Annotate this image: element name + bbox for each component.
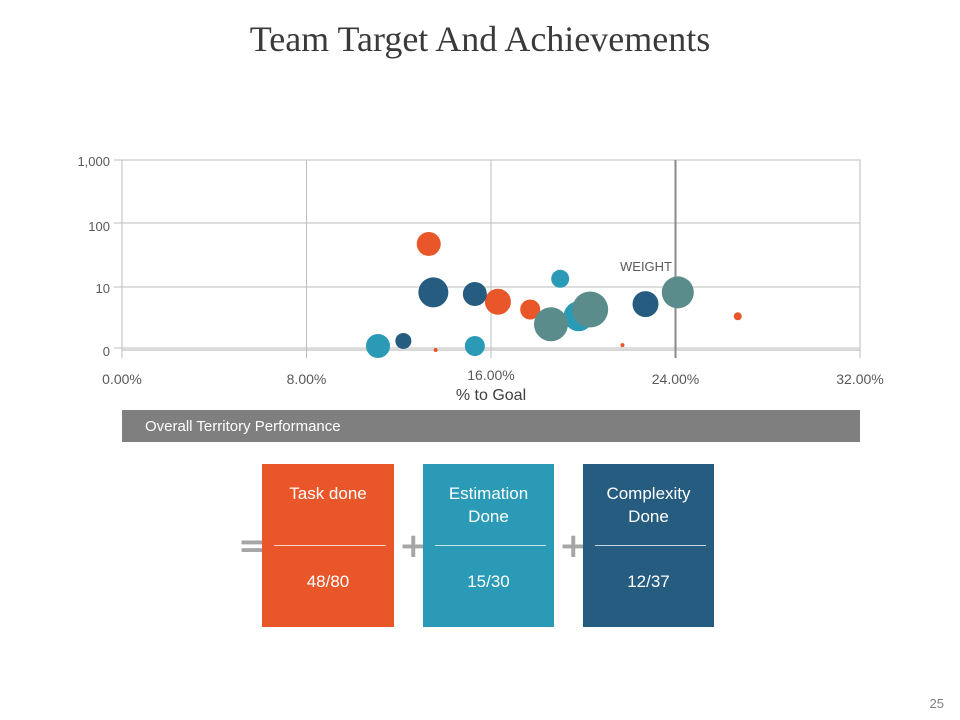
x-tick-label: 0.00%: [102, 371, 142, 387]
x-tick-label: 24.00%: [652, 371, 699, 387]
slide-title: Team Target And Achievements: [249, 19, 711, 59]
card-value: 48/80: [306, 572, 350, 591]
bubble-point: [533, 307, 568, 342]
y-tick-label: 1,000: [77, 154, 110, 169]
bubble-point: [433, 348, 438, 352]
card-divider: [435, 545, 546, 546]
bubble-point: [520, 299, 541, 320]
bubble-point: [620, 343, 625, 348]
card-label: Estimation Done: [448, 484, 529, 526]
card-divider: [274, 545, 386, 546]
bubble-point: [733, 312, 742, 321]
bubble-point: [395, 332, 412, 349]
card-divider: [595, 545, 706, 546]
x-tick-label: 16.00%: [467, 367, 514, 383]
bubble-point: [661, 276, 694, 309]
bubble-point: [632, 291, 659, 318]
card-label: Task done: [289, 484, 367, 503]
card-value: 12/37: [627, 572, 670, 591]
card-value: 15/30: [467, 572, 510, 591]
y-tick-label: 100: [88, 219, 110, 234]
x-tick-label: 32.00%: [836, 371, 883, 387]
card-label: Complexity Done: [606, 484, 691, 526]
bubble-point: [365, 334, 390, 358]
card-complexity-done: Complexity Done 12/37: [583, 464, 714, 627]
bubble-point: [462, 282, 487, 307]
bubble-point: [551, 269, 570, 288]
bubble-point: [464, 336, 485, 356]
banner-label: Overall Territory Performance: [145, 418, 341, 435]
plus-sign-2: +: [559, 526, 588, 566]
bubble-point: [572, 291, 609, 328]
bubble-point: [418, 277, 449, 308]
chart-annotation: WEIGHT: [620, 259, 672, 274]
equals-sign: =: [238, 526, 267, 566]
bubble-point: [416, 231, 441, 256]
x-tick-label: 8.00%: [287, 371, 327, 387]
x-axis-title: % to Goal: [456, 387, 526, 404]
card-estimation-done: Estimation Done 15/30: [423, 464, 554, 627]
y-tick-label: 10: [96, 281, 110, 296]
bubble-point: [484, 288, 511, 315]
performance-banner: Overall Territory Performance: [122, 410, 860, 442]
plus-sign-1: +: [399, 526, 428, 566]
y-tick-label: 0: [103, 344, 110, 359]
card-task-done: Task done 48/80: [262, 464, 394, 627]
page-number: 25: [929, 696, 944, 711]
